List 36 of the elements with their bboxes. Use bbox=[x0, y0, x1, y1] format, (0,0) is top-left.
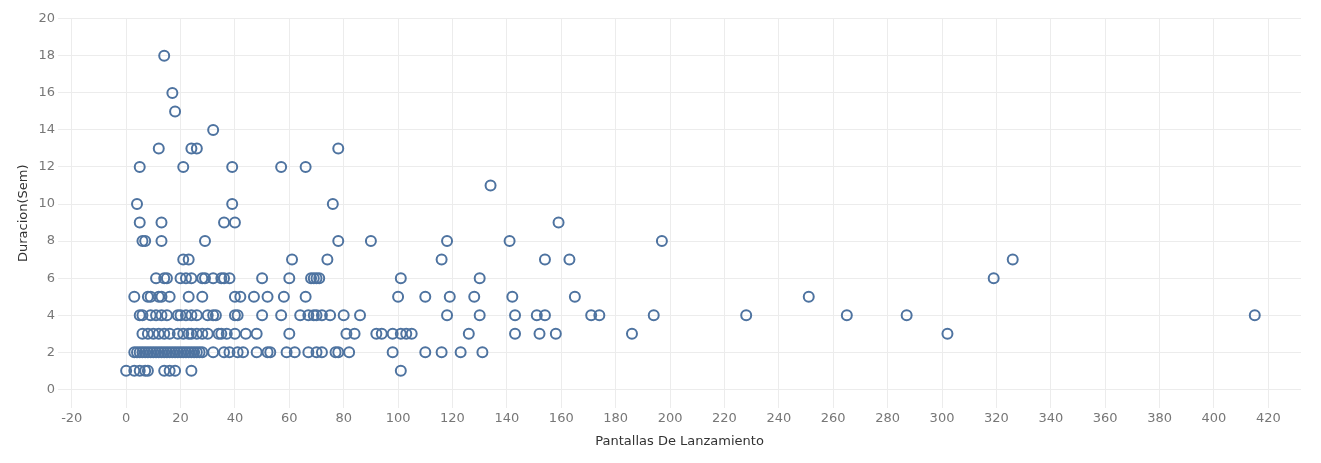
x-tick-label: 240 bbox=[766, 409, 792, 425]
x-tick-label: 120 bbox=[440, 409, 465, 425]
y-axis-title: Duracion(Sem) bbox=[15, 164, 31, 263]
x-tick-label: 260 bbox=[820, 409, 846, 425]
y-tick-label: 0 bbox=[46, 380, 56, 396]
x-tick-label: 100 bbox=[385, 409, 411, 425]
x-tick-label: 360 bbox=[1092, 409, 1118, 425]
y-tick-label: 20 bbox=[38, 10, 56, 26]
x-tick-label: 200 bbox=[657, 409, 683, 425]
x-tick-label: 220 bbox=[712, 409, 737, 425]
x-tick-label: 380 bbox=[1147, 409, 1172, 425]
x-tick-label: 20 bbox=[172, 409, 189, 425]
x-tick-label: 420 bbox=[1255, 409, 1281, 425]
x-tick-label: 80 bbox=[335, 409, 352, 425]
y-tick-label: 12 bbox=[38, 158, 56, 174]
y-tick-label: 16 bbox=[38, 84, 56, 100]
y-tick-label: 14 bbox=[38, 121, 56, 137]
x-tick-label: 280 bbox=[875, 409, 901, 425]
y-tick-label: 6 bbox=[46, 269, 56, 285]
y-tick-label: 18 bbox=[38, 47, 56, 63]
x-tick-label: 400 bbox=[1201, 409, 1227, 425]
x-tick-label: 180 bbox=[603, 409, 629, 425]
x-tick-label: 60 bbox=[281, 409, 298, 425]
x-tick-label: 320 bbox=[983, 409, 1009, 425]
y-tick-label: 8 bbox=[46, 232, 56, 248]
x-tick-label: -20 bbox=[61, 409, 83, 425]
x-axis-title: Pantallas De Lanzamiento bbox=[595, 432, 764, 448]
y-tick-label: 10 bbox=[38, 195, 56, 211]
y-tick-label: 4 bbox=[46, 306, 56, 322]
x-tick-label: 340 bbox=[1038, 409, 1064, 425]
y-tick-label: 2 bbox=[46, 343, 56, 359]
x-tick-label: 0 bbox=[121, 409, 131, 425]
x-tick-label: 140 bbox=[494, 409, 520, 425]
x-tick-label: 300 bbox=[929, 409, 955, 425]
x-tick-label: 40 bbox=[226, 409, 244, 425]
x-tick-label: 160 bbox=[548, 409, 574, 425]
